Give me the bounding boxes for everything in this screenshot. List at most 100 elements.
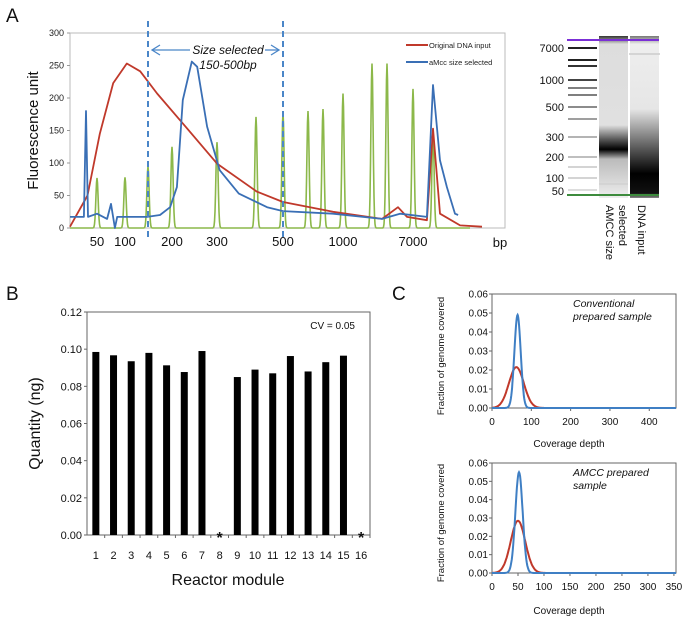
x-axis-label: bp	[493, 235, 507, 250]
y-tick-label: 150	[49, 126, 64, 136]
x-tick-label: 300	[206, 234, 228, 249]
gel-size-label: 50	[552, 186, 564, 198]
y-axis-label: Fraction of genome covered	[436, 464, 447, 582]
x-tick-label: 1000	[329, 234, 358, 249]
y-tick-label: 0.06	[61, 419, 82, 431]
y-tick-label: 0.04	[469, 495, 489, 506]
x-tick-label: 500	[272, 234, 294, 249]
original-dna-series-line	[69, 62, 483, 228]
x-axis-label: Coverage depth	[533, 439, 604, 450]
x-tick-label: 16	[355, 550, 367, 562]
sample-title: prepared sample	[572, 311, 652, 323]
sample-title: AMCC prepared	[572, 467, 650, 479]
x-tick-label: 350	[666, 582, 683, 593]
y-tick-label: 50	[54, 191, 64, 201]
bar	[198, 351, 206, 535]
gel-size-label: 7000	[540, 43, 564, 55]
panel-a-chart: 0 50 100 150 200 250 300 Fluorescence unit 50 100…	[25, 21, 507, 250]
x-tick-label: 3	[128, 550, 134, 562]
x-tick-label: 14	[320, 550, 332, 562]
y-tick-label: 0.05	[469, 309, 489, 320]
x-tick-label: 7000	[399, 234, 428, 249]
ladder-lane	[567, 36, 598, 198]
x-axis-label: Coverage depth	[533, 606, 604, 617]
legend-label: Original DNA input	[429, 41, 492, 50]
x-tick-label: 250	[614, 582, 631, 593]
x-tick-label: 50	[512, 582, 524, 593]
x-axis-label: Reactor module	[172, 572, 285, 589]
y-tick-label: 0.06	[469, 290, 489, 301]
red-coverage-line	[492, 366, 676, 409]
gel-lane-amcc	[599, 36, 628, 198]
bar	[180, 372, 188, 535]
y-tick-label: 0.00	[469, 569, 489, 580]
panel-label-b: B	[6, 284, 19, 305]
panel-b-chart: 0.00 0.02 0.04 0.06 0.08 0.10 0.12 Quantity (ng…	[27, 307, 371, 589]
bar	[286, 356, 294, 535]
bar	[233, 377, 241, 535]
x-tick-label: 100	[536, 582, 553, 593]
y-tick-label: 0.04	[469, 328, 489, 339]
blue-coverage-line	[492, 312, 676, 409]
sample-title: Conventional	[573, 298, 635, 310]
annotation-line2: 150-500bp	[199, 58, 257, 72]
lane-label-amcc-line1: AMCC sizeAMCC size selected	[603, 205, 615, 260]
x-tick-label: 150	[562, 582, 579, 593]
x-tick-label: 300	[640, 582, 657, 593]
y-tick-label: 0.04	[61, 456, 82, 468]
bar	[163, 365, 171, 535]
lane-label-amcc-line2: selected	[616, 205, 628, 246]
arrowhead-left-icon	[150, 44, 161, 56]
y-tick-label: 0.03	[469, 347, 489, 358]
x-tick-label: 10	[249, 550, 261, 562]
x-tick-label: 13	[302, 550, 314, 562]
gel-size-label: 500	[546, 102, 564, 114]
panel-label-c: C	[392, 284, 406, 305]
annotation-line1: Size selected	[192, 43, 264, 57]
bar	[269, 373, 277, 535]
x-tick-label: 11	[267, 550, 278, 562]
x-tick-label: 2	[110, 550, 116, 562]
gel-size-label: 300	[546, 132, 564, 144]
ladder-series-line	[70, 63, 470, 229]
x-tick-label: 9	[234, 550, 240, 562]
legend-label: aMcc size selected	[429, 58, 492, 67]
red-coverage-line	[492, 519, 676, 574]
gel-size-label: 1000	[540, 75, 564, 87]
cv-annotation: CV = 0.05	[310, 321, 355, 332]
bar	[339, 355, 347, 535]
y-tick-label: 0.02	[469, 366, 489, 377]
bar	[145, 352, 153, 535]
y-tick-label: 0.10	[61, 344, 82, 356]
y-tick-label: 0.08	[61, 381, 82, 393]
x-tick-label: 100	[523, 417, 540, 428]
x-tick-label: 200	[588, 582, 605, 593]
y-tick-label: 200	[49, 93, 64, 103]
y-tick-label: 0.05	[469, 477, 489, 488]
bar	[127, 361, 135, 535]
panel-c-top-chart: 0.00 0.01 0.02 0.03 0.04 0.05 0.06 0 100 200 300 40…	[436, 290, 677, 450]
x-tick-label: 8	[217, 550, 223, 562]
y-tick-label: 0.03	[469, 514, 489, 525]
blue-coverage-line	[492, 469, 676, 574]
amcc-series-line	[70, 60, 459, 229]
x-tick-label: 1	[93, 550, 99, 562]
y-tick-label: 0.01	[469, 385, 489, 396]
x-tick-label: 15	[337, 550, 349, 562]
bar	[304, 371, 312, 535]
y-axis-label: Quantity (ng)	[27, 377, 44, 469]
gel-size-label: 200	[546, 152, 564, 164]
x-tick-label: 200	[562, 417, 579, 428]
lane-label-dna-input: DNA input	[635, 205, 647, 255]
arrowhead-right-icon	[270, 44, 281, 56]
y-tick-label: 300	[49, 28, 64, 38]
x-tick-label: 5	[164, 550, 170, 562]
missing-asterisk: *	[217, 530, 224, 547]
x-tick-label: 7	[199, 550, 205, 562]
y-tick-label: 0.00	[61, 530, 82, 542]
bar	[322, 362, 330, 535]
y-tick-label: 250	[49, 61, 64, 71]
y-axis-label: Fluorescence unit	[25, 70, 42, 189]
x-tick-label: 300	[602, 417, 619, 428]
